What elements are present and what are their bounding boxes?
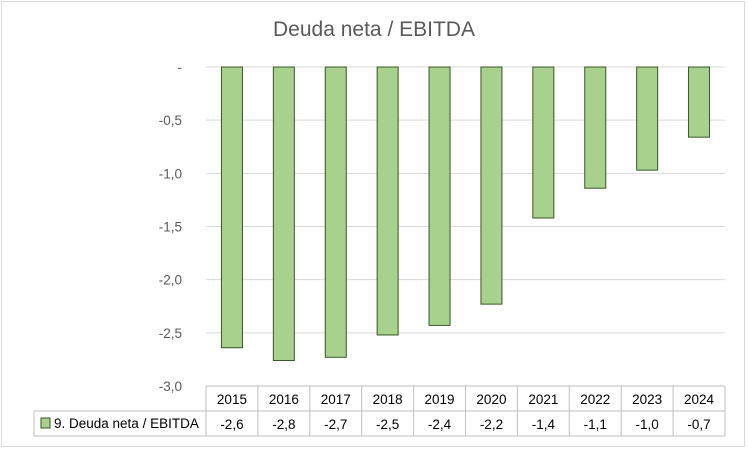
bar — [272, 66, 295, 361]
bar — [428, 66, 451, 326]
data-value-label: -1,4 — [532, 417, 556, 432]
y-tick-label: -1,5 — [159, 220, 182, 235]
x-category-label: 2017 — [321, 392, 351, 407]
x-category-label: 2019 — [425, 392, 455, 407]
bar — [480, 66, 503, 305]
data-value-label: -2,4 — [428, 417, 452, 432]
data-value-label: -2,7 — [324, 417, 347, 432]
x-category-label: 2015 — [217, 392, 247, 407]
bar — [688, 66, 711, 138]
data-value-label: -1,1 — [584, 417, 607, 432]
data-value-label: -2,8 — [272, 417, 295, 432]
bar — [532, 66, 555, 219]
x-category-label: 2022 — [580, 392, 610, 407]
x-category-label: 2024 — [684, 392, 715, 407]
bar — [636, 66, 659, 171]
chart-title: Deuda neta / EBITDA — [273, 18, 475, 41]
legend-series-name: 9. Deuda neta / EBITDA — [54, 416, 199, 431]
data-value-label: -0,7 — [687, 417, 710, 432]
y-tick-label: -2,5 — [159, 326, 182, 341]
data-value-label: -2,5 — [376, 417, 399, 432]
x-category-label: 2020 — [476, 392, 506, 407]
y-tick-label: -3,0 — [159, 379, 182, 394]
data-value-label: -1,0 — [636, 417, 659, 432]
bar — [584, 66, 607, 189]
x-category-label: 2023 — [632, 392, 662, 407]
x-category-label: 2018 — [373, 392, 403, 407]
x-category-label: 2021 — [528, 392, 558, 407]
bar — [220, 66, 243, 349]
y-tick-label: -0,5 — [159, 113, 182, 128]
bar — [324, 66, 347, 358]
x-category-label: 2016 — [269, 392, 299, 407]
legend-key — [40, 417, 51, 429]
y-tick-label: -2,0 — [159, 273, 182, 288]
data-value-label: -2,2 — [480, 417, 503, 432]
bar — [376, 66, 399, 336]
data-value-label: -2,6 — [220, 417, 243, 432]
y-tick-label: - — [178, 60, 183, 75]
y-tick-label: -1,0 — [159, 166, 182, 181]
